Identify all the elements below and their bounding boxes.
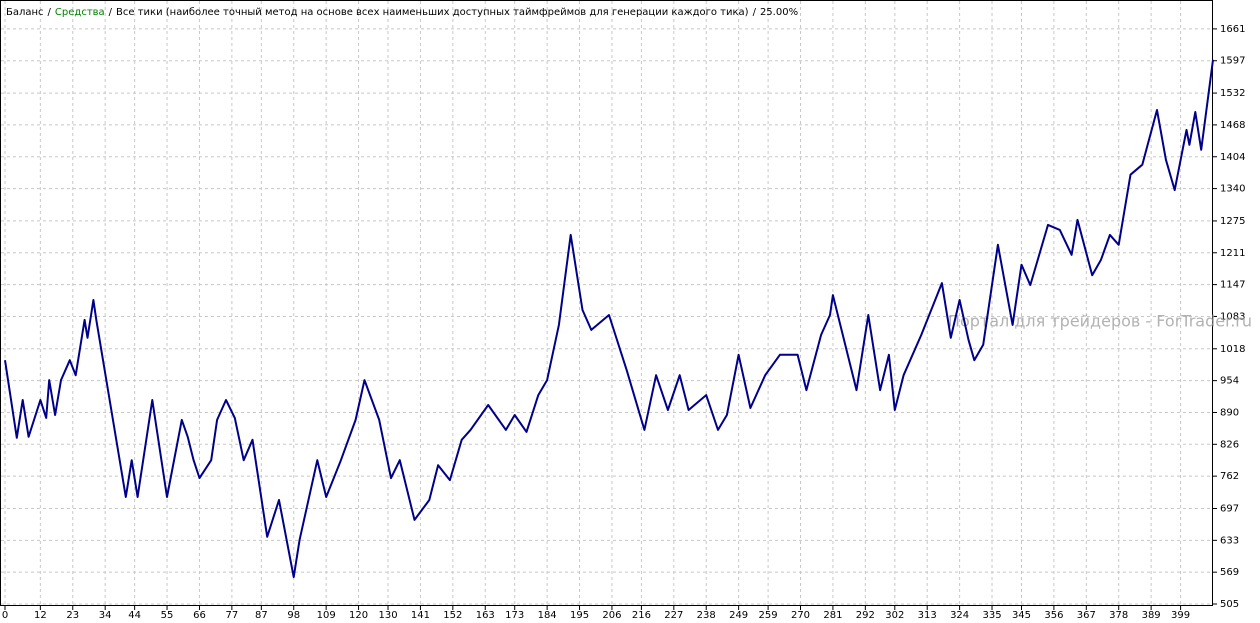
watermark: Портал для трейдеров - ForTrader.ru <box>948 312 1252 331</box>
x-tick-label: 44 <box>128 610 141 621</box>
header-separator: / <box>48 7 52 18</box>
header-item: 25.00% <box>760 7 798 18</box>
y-tick-label: 1018 <box>1220 344 1245 355</box>
y-tick-label: 1083 <box>1220 311 1245 322</box>
x-tick-label: 12 <box>34 610 47 621</box>
x-tick-label: 270 <box>791 610 810 621</box>
x-tick-label: 216 <box>632 610 651 621</box>
y-tick-label: 1468 <box>1220 120 1245 131</box>
x-tick-label: 184 <box>538 610 557 621</box>
x-tick-label: 302 <box>885 610 904 621</box>
x-tick-label: 378 <box>1109 610 1128 621</box>
y-tick-label: 1404 <box>1220 152 1245 163</box>
x-tick-label: 292 <box>856 610 875 621</box>
x-tick-label: 0 <box>2 610 8 621</box>
y-tick-label: 1211 <box>1220 248 1245 259</box>
x-tick-label: 141 <box>411 610 430 621</box>
x-tick-label: 313 <box>918 610 937 621</box>
y-tick-label: 1532 <box>1220 88 1245 99</box>
x-tick-label: 324 <box>950 610 969 621</box>
y-tick-label: 826 <box>1220 439 1239 450</box>
y-tick-label: 954 <box>1220 376 1239 387</box>
x-tick-label: 238 <box>697 610 716 621</box>
x-tick-label: 87 <box>255 610 268 621</box>
header: Баланс / Средства / Все тики (наиболее точны… <box>6 7 798 18</box>
y-tick-label: 1597 <box>1220 56 1245 67</box>
header-separator: / <box>753 7 757 18</box>
x-tick-label: 399 <box>1171 610 1190 621</box>
x-tick-label: 109 <box>317 610 336 621</box>
x-tick-label: 34 <box>99 610 112 621</box>
x-tick-label: 206 <box>602 610 621 621</box>
x-tick-label: 227 <box>664 610 683 621</box>
y-tick-label: 762 <box>1220 471 1239 482</box>
y-tick-label: 697 <box>1220 503 1239 514</box>
x-tick-label: 345 <box>1012 610 1031 621</box>
plot-frame <box>0 0 1213 606</box>
x-tick-label: 356 <box>1044 610 1063 621</box>
y-tick-label: 505 <box>1220 599 1239 610</box>
x-tick-label: 23 <box>66 610 79 621</box>
y-tick-label: 1275 <box>1220 216 1245 227</box>
header-item: Все тики (наиболее точный метод на основ… <box>116 7 749 18</box>
y-tick-label: 633 <box>1220 535 1239 546</box>
x-tick-label: 173 <box>505 610 524 621</box>
header-separator: / <box>109 7 113 18</box>
x-tick-label: 77 <box>226 610 239 621</box>
x-tick-label: 249 <box>729 610 748 621</box>
x-tick-label: 259 <box>759 610 778 621</box>
x-tick-label: 389 <box>1142 610 1161 621</box>
x-tick-label: 98 <box>287 610 300 621</box>
x-tick-label: 163 <box>476 610 495 621</box>
x-tick-label: 367 <box>1077 610 1096 621</box>
x-tick-label: 281 <box>823 610 842 621</box>
y-tick-label: 1147 <box>1220 280 1245 291</box>
x-tick-label: 66 <box>193 610 206 621</box>
header-item: Средства <box>55 7 105 18</box>
y-tick-label: 890 <box>1220 407 1239 418</box>
x-tick-label: 152 <box>443 610 462 621</box>
x-tick-label: 195 <box>570 610 589 621</box>
x-tick-label: 120 <box>349 610 368 621</box>
balance-line <box>4 59 1214 579</box>
x-tick-label: 335 <box>982 610 1001 621</box>
x-tick-label: 130 <box>378 610 397 621</box>
y-tick-label: 1340 <box>1220 184 1245 195</box>
header-item: Баланс <box>6 7 44 18</box>
y-tick-label: 569 <box>1220 567 1239 578</box>
x-tick-label: 55 <box>161 610 174 621</box>
header-text: Баланс / Средства / Все тики (наиболее точны… <box>6 7 798 18</box>
y-tick-label: 1661 <box>1220 24 1245 35</box>
